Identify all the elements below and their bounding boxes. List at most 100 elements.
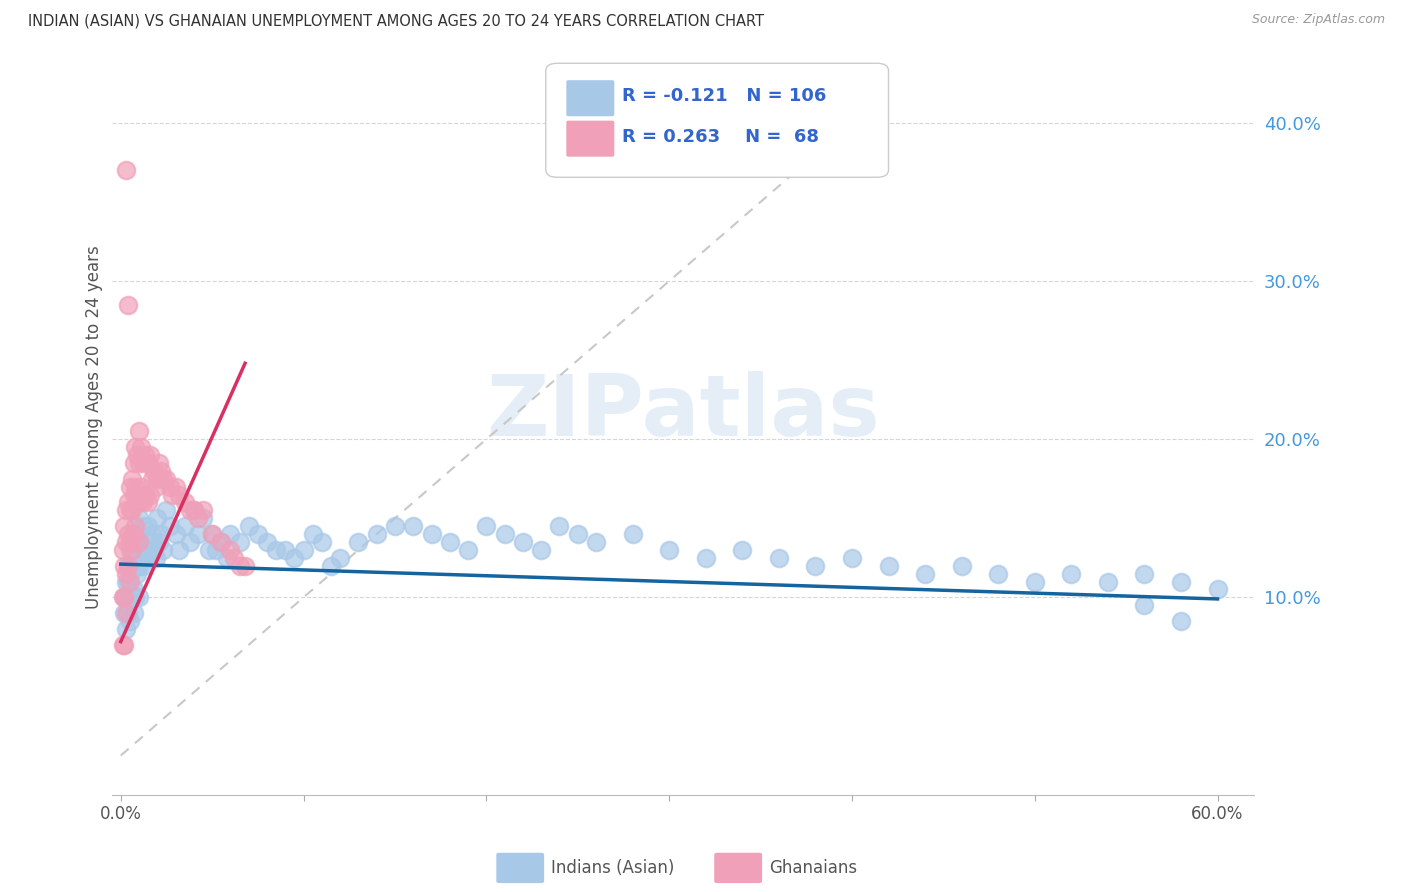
Point (122, 606, 145, 620)
Point (122, 527, 145, 541)
Point (112, 591, 135, 605)
Point (128, 558, 150, 573)
Point (135, 550, 157, 565)
Point (548, 519, 571, 533)
Point (1206, 582, 1229, 597)
Point (134, 542, 156, 557)
Point (567, 527, 589, 541)
Point (136, 495, 159, 509)
Point (658, 542, 681, 557)
Point (621, 527, 644, 541)
Point (117, 606, 139, 620)
Point (111, 542, 134, 557)
Point (134, 448, 156, 462)
Point (160, 487, 183, 501)
Point (121, 472, 143, 486)
Point (122, 535, 145, 549)
Point (155, 503, 177, 517)
Y-axis label: Unemployment Among Ages 20 to 24 years: Unemployment Among Ages 20 to 24 years (86, 245, 103, 609)
Point (117, 558, 139, 573)
Point (115, 574, 138, 589)
Point (283, 550, 305, 565)
Point (128, 511, 150, 525)
Point (201, 527, 224, 541)
Point (841, 550, 863, 565)
Point (127, 535, 149, 549)
Point (118, 535, 141, 549)
Point (121, 558, 143, 573)
Point (124, 480, 146, 494)
Point (439, 535, 461, 549)
Text: R = -0.121   N = 106: R = -0.121 N = 106 (623, 87, 827, 105)
Point (112, 638, 135, 652)
Point (402, 519, 425, 533)
Point (274, 542, 297, 557)
Point (124, 558, 146, 573)
Point (117, 574, 139, 589)
Point (148, 456, 170, 470)
Point (219, 527, 242, 541)
Point (329, 550, 352, 565)
Point (384, 519, 406, 533)
Point (179, 503, 201, 517)
Point (122, 456, 145, 470)
Point (129, 440, 152, 454)
Point (117, 558, 139, 573)
Point (238, 519, 260, 533)
Point (136, 550, 159, 565)
Point (127, 566, 149, 581)
Point (136, 519, 159, 533)
Text: INDIAN (ASIAN) VS GHANAIAN UNEMPLOYMENT AMONG AGES 20 TO 24 YEARS CORRELATION CH: INDIAN (ASIAN) VS GHANAIAN UNEMPLOYMENT … (28, 13, 763, 29)
Point (319, 558, 342, 573)
Point (1024, 574, 1046, 589)
Point (112, 519, 135, 533)
Point (457, 542, 479, 557)
FancyBboxPatch shape (567, 80, 614, 116)
Point (191, 511, 214, 525)
Point (128, 425, 150, 439)
Point (264, 542, 287, 557)
Point (530, 542, 553, 557)
Point (141, 527, 163, 541)
Point (1133, 599, 1156, 613)
Point (731, 542, 754, 557)
Point (145, 480, 167, 494)
Point (215, 550, 238, 565)
Point (146, 472, 169, 486)
Point (183, 503, 205, 517)
FancyBboxPatch shape (567, 120, 614, 157)
Point (112, 558, 135, 573)
Text: R = 0.263    N =  68: R = 0.263 N = 68 (623, 128, 820, 145)
Point (224, 550, 246, 565)
Point (142, 464, 165, 478)
Point (150, 464, 173, 478)
Point (112, 591, 135, 605)
Point (201, 527, 224, 541)
Point (169, 542, 191, 557)
Point (347, 535, 370, 549)
Point (115, 503, 138, 517)
Point (128, 591, 150, 605)
Point (173, 519, 195, 533)
Point (246, 527, 269, 541)
Point (124, 591, 146, 605)
Point (115, 535, 138, 549)
Point (139, 535, 162, 549)
Point (112, 606, 135, 620)
Point (1060, 566, 1083, 581)
Point (292, 542, 315, 557)
Point (115, 163, 138, 178)
Point (139, 448, 162, 462)
Point (118, 542, 141, 557)
Point (187, 511, 209, 525)
Point (129, 480, 152, 494)
Point (159, 480, 181, 494)
Point (179, 535, 201, 549)
Point (121, 503, 143, 517)
Point (512, 535, 534, 549)
Point (191, 503, 214, 517)
Point (187, 527, 209, 541)
Point (121, 527, 143, 541)
Point (1097, 574, 1119, 589)
Point (695, 550, 717, 565)
